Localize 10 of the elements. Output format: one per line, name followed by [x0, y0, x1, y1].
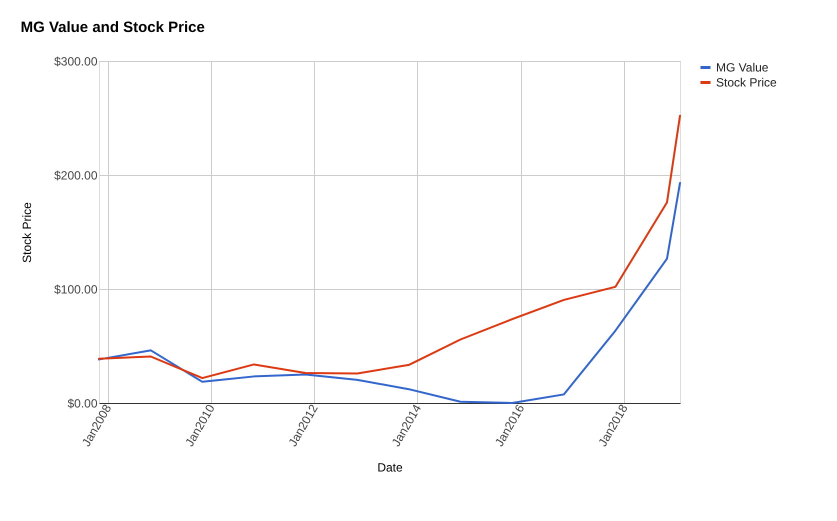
legend-label: MG Value: [716, 60, 769, 74]
y-tick-label: $100.00: [54, 282, 98, 296]
y-tick-label: $200.00: [54, 168, 98, 182]
y-axis-title: Stock Price: [20, 202, 34, 263]
legend-label: Stock Price: [716, 76, 778, 90]
line-series: [98, 182, 681, 404]
line-series: [98, 114, 681, 380]
chart-title: MG Value and Stock Price: [20, 19, 205, 36]
x-axis-title: Date: [377, 460, 403, 474]
y-tick-label: $300.00: [54, 54, 98, 68]
